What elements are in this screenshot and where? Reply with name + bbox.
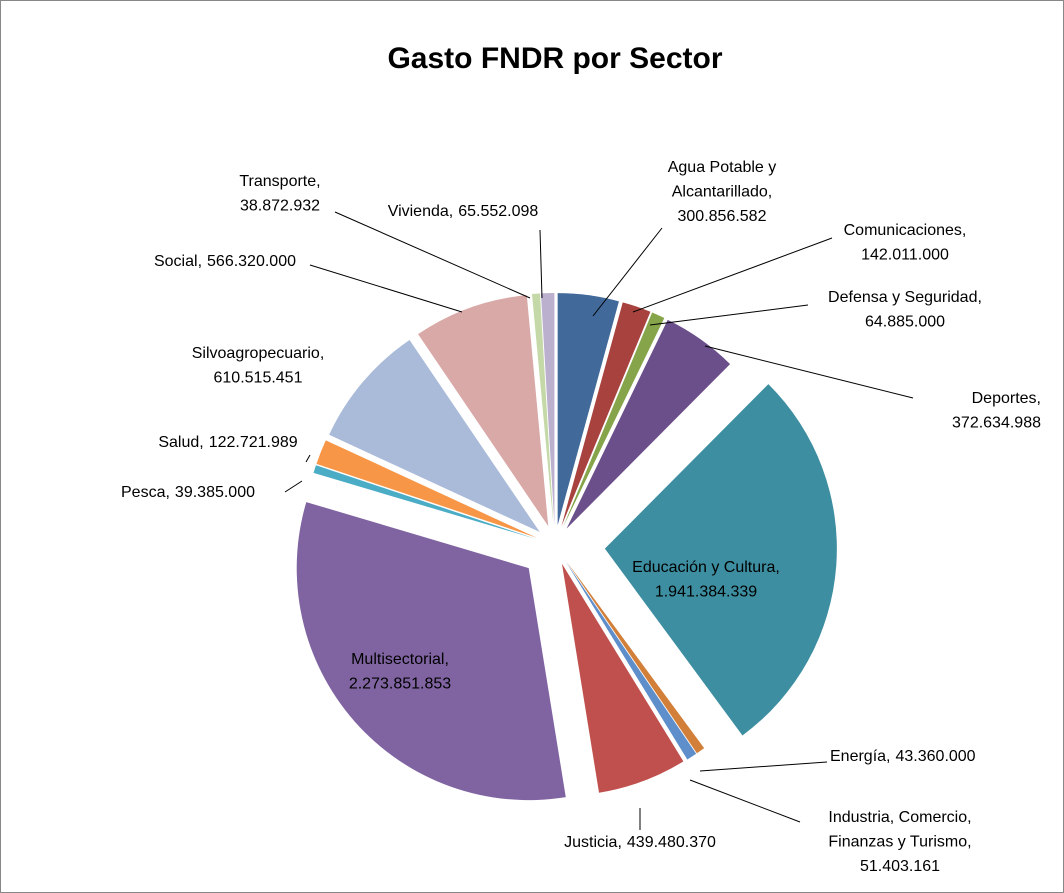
pie-slice xyxy=(540,293,555,526)
pie-slice xyxy=(563,312,665,527)
data-label: Social, 566.320.000 xyxy=(154,253,296,270)
pie-slice xyxy=(561,563,684,793)
category-label: Pesca xyxy=(121,484,166,501)
label-separator: , xyxy=(316,173,320,190)
category-label: Transporte xyxy=(239,173,316,190)
pie-slice xyxy=(418,295,549,527)
label-separator: , xyxy=(617,834,621,851)
pie-slice xyxy=(316,440,537,538)
category-label: Multisectorial xyxy=(351,651,444,668)
value-label: 64.885.000 xyxy=(865,314,945,331)
value-label: 142.011.000 xyxy=(861,247,949,264)
data-label: Pesca, 39.385.000 xyxy=(121,484,255,501)
leader-line xyxy=(689,779,801,823)
category-label: Social xyxy=(154,253,198,270)
value-label: 51.403.161 xyxy=(860,858,940,875)
data-label: Energía, 43.360.000 xyxy=(830,748,976,765)
pie-slice xyxy=(604,384,837,736)
pie-slice xyxy=(566,319,731,529)
leader-line xyxy=(649,304,809,326)
category-label: Salud xyxy=(158,434,199,451)
category-label: Energía xyxy=(830,748,886,765)
pie-slice xyxy=(296,502,566,801)
value-label: 1.941.384.339 xyxy=(655,584,757,601)
leader-line xyxy=(284,480,303,493)
label-separator: , xyxy=(199,434,203,451)
category-label: Comunicaciones xyxy=(844,222,962,239)
value-label: 39.385.000 xyxy=(175,484,255,501)
label-separator: , xyxy=(444,651,448,668)
data-label: Deportes, 372.634.988 xyxy=(952,390,1041,432)
category-label: Vivienda xyxy=(388,203,449,220)
value-label: 610.515.451 xyxy=(214,370,303,387)
data-label: Salud, 122.721.989 xyxy=(158,434,297,451)
category-label: Alcantarillado xyxy=(672,184,768,201)
label-separator: , xyxy=(449,203,453,220)
value-label: 65.552.098 xyxy=(458,203,538,220)
pie-slice xyxy=(565,561,697,760)
category-label: Deportes xyxy=(972,390,1037,407)
value-label: 122.721.989 xyxy=(209,434,298,451)
leader-line xyxy=(305,454,311,463)
pie-slice xyxy=(532,293,554,526)
data-label: Transporte, 38.872.932 xyxy=(239,173,320,215)
pie-slice xyxy=(566,561,705,754)
category-label: Defensa y Seguridad xyxy=(828,289,977,306)
category-label: Finanzas y Turismo xyxy=(828,834,967,851)
data-label: Justicia, 439.480.370 xyxy=(564,834,716,851)
category-label: Justicia xyxy=(564,834,617,851)
label-separator: , xyxy=(886,748,890,765)
value-label: 372.634.988 xyxy=(952,415,1041,432)
category-label: Educación y Cultura xyxy=(632,559,775,576)
data-label: Silvoagropecuario, 610.515.451 xyxy=(192,345,325,387)
label-separator: , xyxy=(320,345,324,362)
leader-line xyxy=(704,345,914,399)
data-label: Defensa y Seguridad, 64.885.000 xyxy=(828,289,982,331)
leader-line xyxy=(309,264,463,313)
leader-line xyxy=(699,761,828,772)
category-label: Industria, Comercio, xyxy=(828,809,971,826)
data-label: Agua Potable y Alcantarillado, 300.856.582 xyxy=(668,159,777,225)
label-separator: , xyxy=(1037,390,1041,407)
value-label: 300.856.582 xyxy=(678,208,767,225)
pie-slice xyxy=(313,465,536,539)
data-label: Comunicaciones, 142.011.000 xyxy=(844,222,967,264)
label-separator: , xyxy=(775,559,779,576)
data-label: Industria, Comercio, Finanzas y Turismo, 5… xyxy=(828,809,971,875)
category-label: Agua Potable y xyxy=(668,159,777,176)
category-label: Silvoagropecuario xyxy=(192,345,320,362)
value-label: 2.273.851.853 xyxy=(349,676,451,693)
data-label: Multisectorial, 2.273.851.853 xyxy=(349,651,451,693)
leader-line xyxy=(334,211,531,299)
value-label: 566.320.000 xyxy=(207,253,296,270)
value-label: 43.360.000 xyxy=(896,748,976,765)
pie-slice xyxy=(329,340,540,533)
leader-line xyxy=(592,227,663,317)
label-separator: , xyxy=(967,834,971,851)
value-label: 38.872.932 xyxy=(240,198,320,215)
label-separator: , xyxy=(165,484,169,501)
leader-line xyxy=(539,229,543,299)
data-label: Vivienda, 65.552.098 xyxy=(388,203,539,220)
label-separator: , xyxy=(768,184,772,201)
label-separator: , xyxy=(962,222,966,239)
chart-title: Gasto FNDR por Sector xyxy=(387,42,722,75)
value-label: 439.480.370 xyxy=(627,834,716,851)
label-separator: , xyxy=(977,289,981,306)
pie-slice xyxy=(557,293,619,526)
label-separator: , xyxy=(198,253,202,270)
data-label: Educación y Cultura, 1.941.384.339 xyxy=(632,559,780,601)
leader-line xyxy=(632,237,833,313)
pie-slice xyxy=(561,302,651,527)
